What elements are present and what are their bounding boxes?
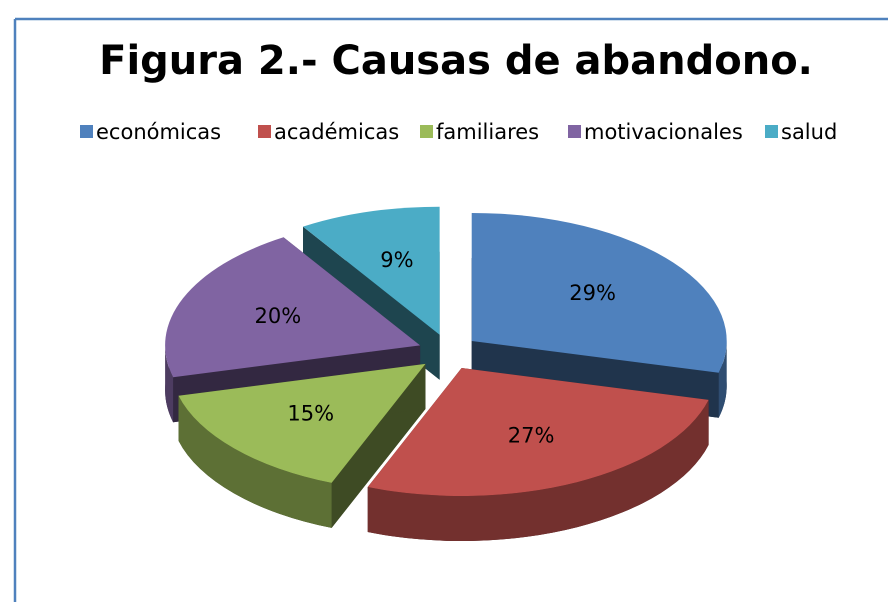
legend-label: académicas bbox=[274, 120, 399, 144]
legend-swatch bbox=[568, 125, 581, 138]
data-label: 9% bbox=[380, 248, 413, 272]
data-label: 29% bbox=[569, 281, 616, 305]
slice-rim bbox=[165, 345, 174, 423]
data-label: 15% bbox=[287, 402, 334, 426]
legend-label: motivacionales bbox=[584, 120, 743, 144]
data-label: 20% bbox=[255, 304, 302, 328]
legend-swatch bbox=[258, 125, 271, 138]
legend-label: económicas bbox=[96, 120, 221, 144]
pie-slice bbox=[367, 368, 709, 497]
pie-slice bbox=[165, 237, 421, 378]
legend-swatch bbox=[80, 125, 93, 138]
legend-swatch bbox=[765, 125, 778, 138]
legend-label: salud bbox=[781, 120, 837, 144]
legend-swatch bbox=[420, 125, 433, 138]
slice: 27% bbox=[367, 368, 709, 542]
data-label: 27% bbox=[508, 423, 555, 447]
pie-slice bbox=[471, 212, 727, 373]
pie-slice bbox=[178, 363, 426, 483]
pie-slice bbox=[302, 206, 440, 335]
chart-title: Figura 2.- Causas de abandono. bbox=[99, 38, 813, 84]
slice: 15% bbox=[178, 363, 426, 528]
slice-rim bbox=[367, 399, 709, 542]
legend-label: familiares bbox=[436, 120, 539, 144]
slice-rim bbox=[178, 395, 332, 528]
slice-rim bbox=[718, 340, 727, 418]
